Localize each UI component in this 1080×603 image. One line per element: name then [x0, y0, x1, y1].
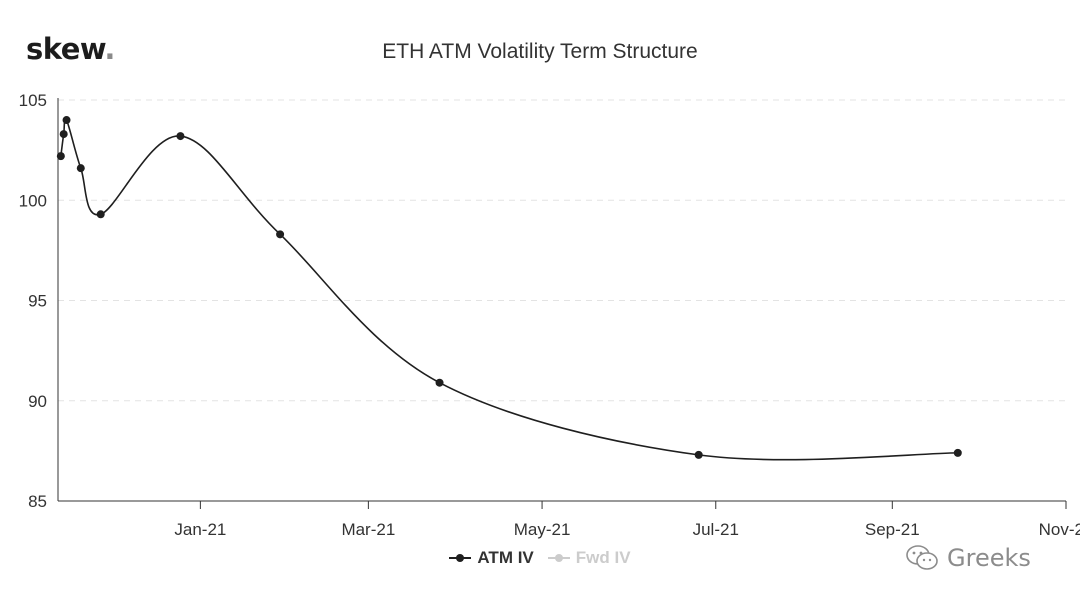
- axes: 85 90 95 100 105 Jan-21 Mar-21 May-21 Jul-21 Sep-…: [19, 91, 1080, 539]
- data-point-0-5: [176, 132, 185, 141]
- x-tick-label-Jul-21: Jul-21: [693, 520, 739, 539]
- data-point-0-8: [694, 450, 703, 459]
- data-point-0-0: [56, 152, 65, 161]
- data-point-0-9: [953, 448, 962, 457]
- legend: ATM IV Fwd IV: [0, 548, 1080, 568]
- x-tick-label-Sep-21: Sep-21: [865, 520, 920, 539]
- legend-item-atm-iv[interactable]: ATM IV: [449, 548, 534, 568]
- x-tick-label-Nov-21: Nov-21: [1039, 520, 1080, 539]
- x-tick-label-Mar-21: Mar-21: [341, 520, 395, 539]
- wechat-icon: [906, 545, 938, 570]
- legend-label-fwd-iv: Fwd IV: [575, 548, 631, 567]
- skew-logo: skew.: [26, 32, 115, 66]
- logo-text: skew: [26, 32, 105, 66]
- y-tick-label-90: 90: [28, 392, 47, 411]
- chart-title: ETH ATM Volatility Term Structure: [382, 40, 698, 63]
- data-point-0-1: [59, 130, 68, 139]
- data-point-0-3: [76, 164, 85, 173]
- data-point-0-4: [96, 210, 105, 219]
- legend-marker-fwd-iv: [547, 554, 570, 562]
- watermark: Greeks: [905, 544, 1031, 572]
- data-point-0-6: [276, 230, 285, 239]
- x-tick-label-Jan-21: Jan-21: [174, 520, 226, 539]
- data-point-0-7: [435, 378, 444, 387]
- series-line-0: [60, 117, 958, 461]
- legend-marker-atm-iv: [449, 554, 472, 562]
- logo-dot: .: [104, 32, 115, 66]
- y-tick-label-100: 100: [19, 191, 47, 210]
- series-layer: [56, 116, 962, 461]
- y-tick-label-85: 85: [28, 492, 47, 511]
- watermark-text: Greeks: [947, 544, 1031, 572]
- x-tick-label-May-21: May-21: [514, 520, 571, 539]
- grid-lines: [58, 99, 1066, 402]
- data-point-0-2: [62, 116, 71, 125]
- y-tick-label-95: 95: [28, 292, 47, 311]
- legend-item-fwd-iv[interactable]: Fwd IV: [547, 548, 631, 568]
- legend-label-atm-iv: ATM IV: [477, 548, 534, 567]
- y-tick-label-105: 105: [19, 91, 47, 110]
